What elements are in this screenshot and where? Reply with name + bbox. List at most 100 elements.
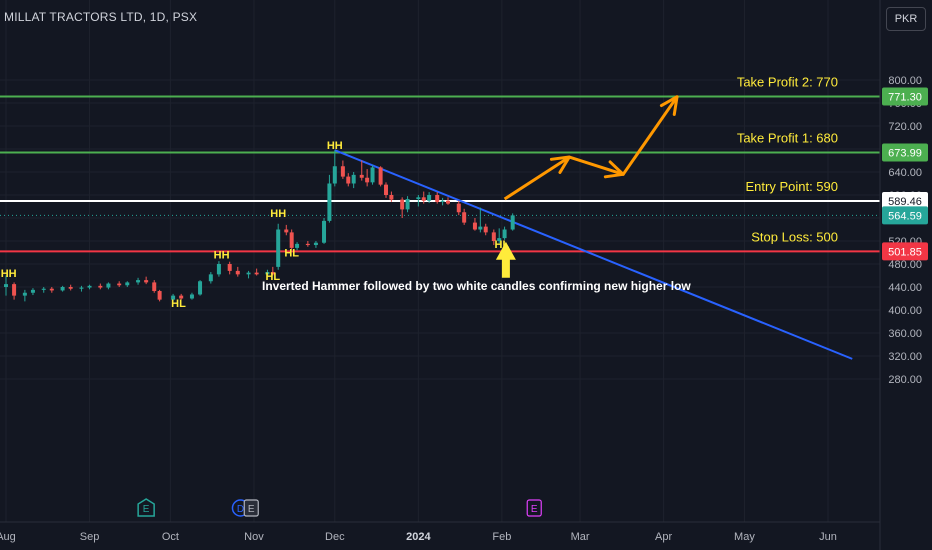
candle-body (384, 184, 389, 195)
candle-body (227, 264, 232, 271)
candle-body (179, 295, 184, 299)
swing-label: HH (270, 208, 286, 220)
candle (265, 269, 270, 277)
candle-body (79, 287, 84, 289)
event-marker[interactable]: E (243, 499, 259, 517)
candle (327, 174, 332, 223)
candle-body (157, 291, 162, 300)
y-tick-label: 640.00 (888, 167, 922, 179)
candle-body (254, 272, 259, 275)
candle-body (483, 226, 488, 233)
price-levels: Take Profit 2: 770 Take Profit 1: 680 Entr… (0, 75, 880, 253)
candle (12, 282, 17, 300)
candle-body (270, 272, 275, 275)
candle (30, 288, 35, 296)
trendline-layer (334, 149, 853, 360)
candle-body (41, 288, 46, 290)
candle-body (322, 220, 327, 243)
price-tag (882, 143, 928, 162)
price-tag-label: 673.99 (888, 147, 922, 159)
candle (106, 282, 111, 290)
candles (4, 150, 515, 302)
price-tag (882, 242, 928, 261)
candle-body (60, 287, 65, 291)
grid (0, 0, 880, 522)
candle-body (400, 199, 405, 210)
x-tick-label: Dec (325, 531, 345, 543)
candle-body (389, 195, 394, 200)
candle (4, 275, 8, 296)
candle (270, 266, 275, 276)
candle-body (295, 243, 300, 248)
last-price-label: 564.59 (888, 210, 922, 222)
candle (136, 277, 141, 285)
candle (284, 224, 289, 236)
candle-body (87, 285, 92, 288)
candle-body (405, 199, 410, 210)
candle (389, 191, 394, 202)
candle (246, 270, 251, 279)
swing-label: HH (1, 268, 17, 280)
x-tick-label: Jun (819, 531, 837, 543)
candle-body (125, 282, 130, 286)
level-caption: Entry Point: 590 (746, 179, 839, 194)
candle (400, 197, 405, 218)
candle (49, 287, 54, 293)
candle-body (435, 195, 440, 202)
trendline (334, 149, 853, 360)
candle (491, 229, 496, 246)
earnings-icon (137, 498, 155, 517)
swing-label: HL (171, 298, 186, 310)
candle (322, 218, 327, 244)
candle (98, 283, 103, 290)
candle (378, 166, 383, 187)
price-tag-label: 589.46 (888, 196, 922, 208)
x-tick-label: Sep (80, 531, 100, 543)
candle (216, 261, 221, 277)
candle-body (340, 166, 345, 177)
candle (405, 196, 410, 213)
event-marker[interactable]: E (526, 499, 542, 517)
currency-button[interactable]: PKR (886, 7, 926, 31)
event-marker-letter: E (531, 504, 538, 515)
candle-body (144, 280, 149, 283)
candle (435, 192, 440, 204)
candle (60, 285, 65, 292)
y-tick-label: 400.00 (888, 305, 922, 317)
projection-arrows (495, 95, 679, 278)
event-marker-letter: E (143, 504, 150, 515)
candle (462, 208, 467, 225)
candle-body (427, 195, 432, 201)
candle (346, 173, 351, 187)
swing-label: HH (214, 249, 230, 261)
candle (87, 284, 92, 290)
candle (427, 192, 432, 204)
candle (276, 223, 281, 270)
event-marker[interactable]: E (137, 498, 155, 517)
price-tag (882, 192, 928, 211)
candle-body (30, 289, 35, 293)
candle (313, 241, 318, 248)
candle (289, 229, 294, 250)
candle-body (265, 272, 270, 275)
candle-body (313, 242, 318, 246)
candle-body (346, 176, 351, 184)
candle (483, 223, 488, 236)
candle-body (49, 288, 54, 291)
candle (421, 191, 426, 204)
y-tick-label: 440.00 (888, 282, 922, 294)
candle (125, 281, 130, 287)
x-tick-label: Aug (0, 531, 16, 543)
x-tick-label: Nov (244, 531, 264, 543)
candle (295, 242, 300, 251)
chart-title: MILLAT TRACTORS LTD, 1D, PSX (4, 10, 198, 24)
x-tick-label: 2024 (406, 531, 431, 543)
y-tick-label: 800.00 (888, 75, 922, 87)
event-marker-letter: D (237, 504, 244, 515)
price-tag-label: 501.85 (888, 246, 922, 258)
candle (227, 261, 232, 275)
